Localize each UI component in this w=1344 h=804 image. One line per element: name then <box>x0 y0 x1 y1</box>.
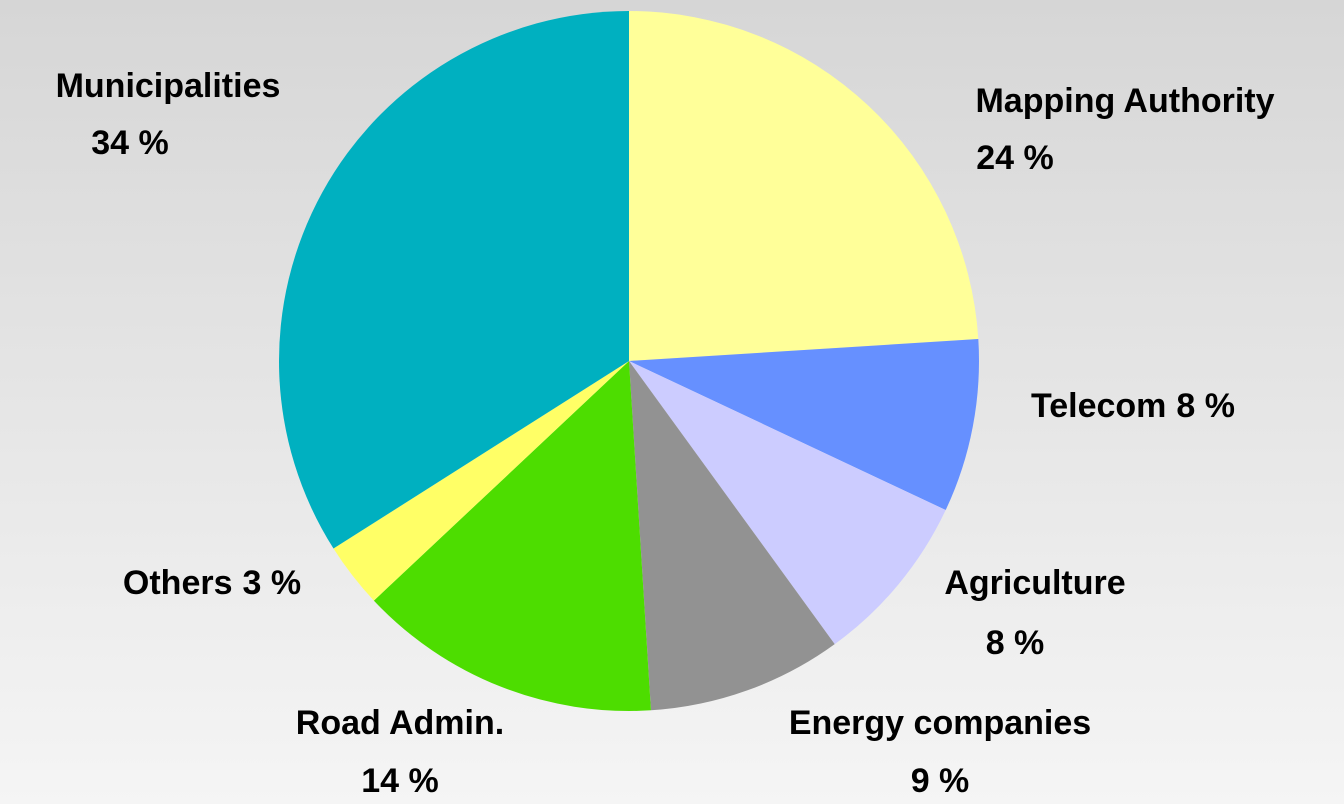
category-label: Telecom <box>1031 387 1166 425</box>
category-label: Mapping Authority <box>975 82 1274 120</box>
category-label: Energy companies <box>789 704 1091 742</box>
pie-slice <box>629 339 979 511</box>
value-label: 3 % <box>243 564 302 602</box>
category-label: Road Admin. <box>296 704 504 742</box>
category-label: Municipalities <box>56 67 281 105</box>
category-label: Others <box>123 564 233 602</box>
slice-label: Others 3 % <box>123 564 301 602</box>
pie-slice <box>629 361 946 645</box>
value-label: 14 % <box>361 762 439 800</box>
pie-slice <box>629 361 835 711</box>
category-label: Agriculture <box>944 564 1125 602</box>
value-label: 8 % <box>1176 387 1235 425</box>
value-label: 8 % <box>986 624 1045 662</box>
pie-slice <box>373 361 651 711</box>
value-label: 34 % <box>91 124 169 162</box>
pie-slice <box>279 11 629 549</box>
pie-slice <box>629 11 979 361</box>
pie-slice <box>333 361 629 601</box>
value-label: 24 % <box>976 139 1054 177</box>
value-label: 9 % <box>911 762 970 800</box>
slice-label: Telecom 8 % <box>1031 387 1235 425</box>
